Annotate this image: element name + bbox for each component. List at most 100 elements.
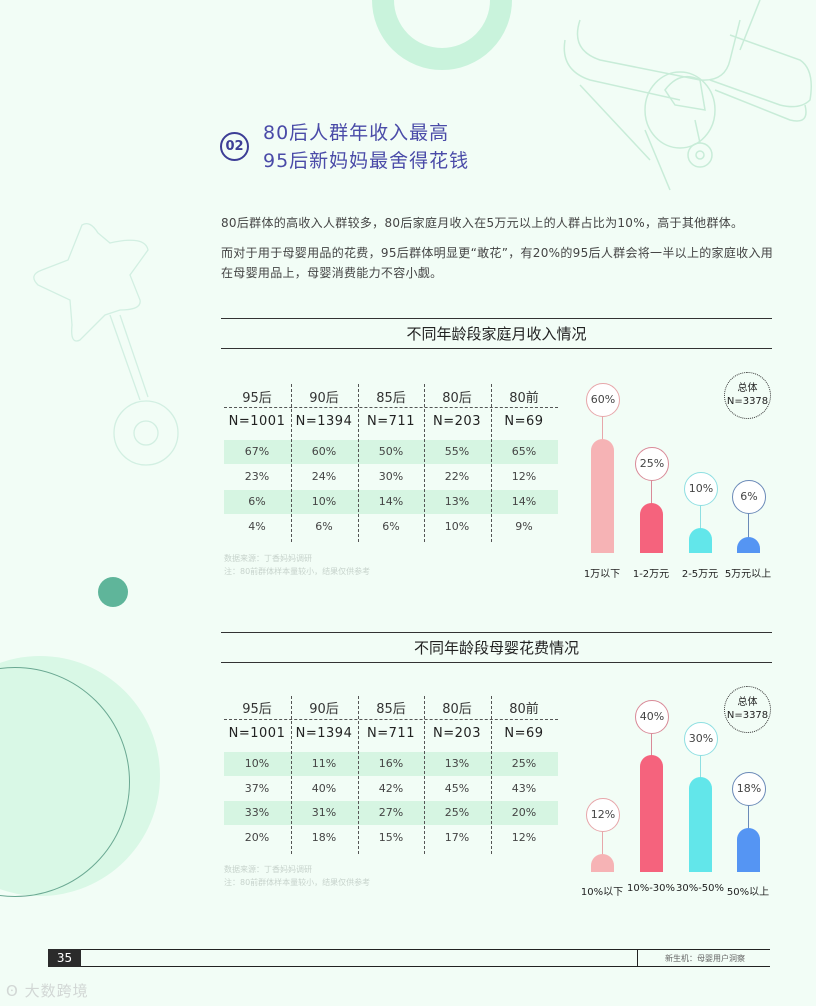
section-divider-top (221, 632, 772, 633)
sample-size: N=1394 (295, 414, 353, 429)
table-cell: 18% (311, 831, 337, 844)
watermark-text: 大数跨境 (24, 982, 89, 1000)
table-cell: 24% (311, 470, 337, 483)
table-cell: 25% (511, 757, 537, 770)
section-number-badge: 02 (220, 132, 249, 161)
table-cell: 13% (444, 495, 470, 508)
column-header: 95后 (242, 702, 272, 717)
table-cell: 23% (244, 470, 270, 483)
page-number: 35 (48, 949, 81, 967)
total-label: 总体 (737, 697, 758, 708)
bar-value-label: 6% (732, 480, 766, 514)
table-cell: 6% (382, 520, 400, 533)
airplane-illustration (563, 0, 812, 191)
bar-spend-under-10pct (591, 854, 614, 872)
sample-size: N=69 (504, 726, 544, 741)
publication-title: 新生机：母婴用户洞察 (665, 954, 745, 963)
table-row-band (224, 801, 558, 825)
bar-stem (700, 755, 701, 779)
column-separator (491, 696, 492, 854)
source-note: 数据来源：丁香妈妈调研 (224, 554, 312, 563)
table-cell: 4% (248, 520, 266, 533)
bar-spend-over-50pct (737, 828, 760, 872)
sample-size: N=1001 (228, 726, 286, 741)
watermark-logo-icon: ʘ (6, 982, 25, 1000)
table-cell: 20% (511, 806, 537, 819)
bar-value-label: 10% (684, 472, 718, 506)
table-cell: 12% (511, 470, 537, 483)
bar-value-label: 60% (586, 383, 620, 417)
table-cell: 30% (378, 470, 404, 483)
table-cell: 16% (378, 757, 404, 770)
table-header-separator (224, 719, 558, 720)
bar-income-under-10k (591, 439, 614, 553)
column-header: 90后 (309, 391, 339, 406)
total-label: 总体 (737, 383, 758, 394)
table-cell: 37% (244, 782, 270, 795)
sample-size: N=1394 (295, 726, 353, 741)
table-cell: 33% (244, 806, 270, 819)
column-header: 85后 (376, 391, 406, 406)
footer-line-top (48, 949, 770, 950)
table-cell: 20% (244, 831, 270, 844)
column-separator (491, 384, 492, 542)
bar-spend-10-30pct (640, 755, 663, 872)
table-cell: 60% (311, 445, 337, 458)
bar-value-label: 40% (635, 700, 669, 734)
table-cell: 12% (511, 831, 537, 844)
bar-stem (602, 831, 603, 857)
section-divider-bottom (221, 662, 772, 663)
column-separator (291, 696, 292, 854)
bar-income-over-50k (737, 537, 760, 553)
sample-size: N=711 (367, 726, 415, 741)
table-row-band (224, 440, 558, 464)
table-cell: 14% (378, 495, 404, 508)
section-title: 不同年龄段母婴花费情况 (413, 639, 579, 657)
table-cell: 10% (311, 495, 337, 508)
bar-stem (651, 480, 652, 504)
column-separator (358, 384, 359, 542)
table-header-separator (224, 407, 558, 408)
intro-paragraph-2: 而对于用于母婴用品的花费，95后群体明显更“敢花”，有20%的95后人群会将一半… (221, 246, 774, 280)
table-cell: 9% (515, 520, 533, 533)
page-title-line-2: 95后新妈妈最舍得花钱 (263, 150, 470, 172)
bar-spend-30-50pct (689, 777, 712, 872)
total-n: N=3378 (726, 710, 769, 721)
table-cell: 27% (378, 806, 404, 819)
table-cell: 25% (444, 806, 470, 819)
table-cell: 14% (511, 495, 537, 508)
x-axis-label: 50%以上 (726, 887, 770, 898)
column-separator (424, 384, 425, 542)
x-axis-label: 1-2万元 (632, 569, 670, 580)
column-header: 80后 (442, 702, 472, 717)
table-cell: 17% (444, 831, 470, 844)
table-row-band (224, 752, 558, 776)
footer-line-bottom (48, 966, 770, 967)
x-axis-label: 2-5万元 (681, 569, 719, 580)
table-cell: 11% (311, 757, 337, 770)
x-axis-label: 1万以下 (583, 569, 621, 580)
table-cell: 43% (511, 782, 537, 795)
bar-value-label: 18% (732, 772, 766, 806)
x-axis-label: 10%-30% (626, 883, 676, 894)
bar-stem (748, 805, 749, 829)
column-header: 90后 (309, 702, 339, 717)
star-rattle-illustration (33, 222, 179, 466)
bar-income-20k-50k (689, 528, 712, 553)
page-title-line-1: 80后人群年收入最高 (263, 122, 450, 144)
column-separator (424, 696, 425, 854)
decorative-dot (98, 577, 128, 607)
x-axis-label: 5万元以上 (724, 569, 772, 580)
source-note: 数据来源：丁香妈妈调研 (224, 865, 312, 874)
table-cell: 22% (444, 470, 470, 483)
bar-stem (602, 416, 603, 442)
table-cell: 65% (511, 445, 537, 458)
table-cell: 42% (378, 782, 404, 795)
section-divider-top (221, 318, 772, 319)
sample-size: N=69 (504, 414, 544, 429)
section-title: 不同年龄段家庭月收入情况 (406, 325, 587, 343)
column-header: 80前 (509, 391, 539, 406)
decorative-ring (372, 0, 512, 70)
bar-stem (700, 505, 701, 529)
column-header: 80前 (509, 702, 539, 717)
